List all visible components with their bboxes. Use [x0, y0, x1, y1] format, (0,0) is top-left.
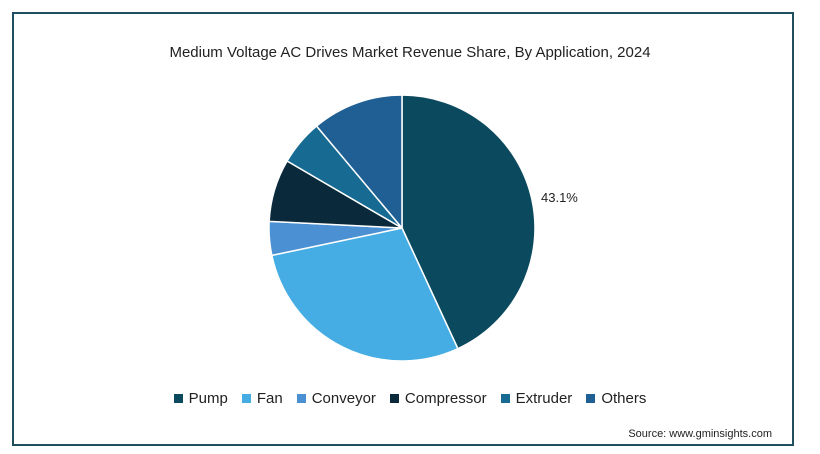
legend: Pump Fan Conveyor Compressor Extruder Ot… — [0, 390, 820, 407]
pie-slice-fan — [270, 227, 459, 362]
pie-slice-pump — [401, 94, 536, 350]
legend-swatch-others — [586, 394, 596, 403]
legend-label-others: Others — [601, 390, 647, 407]
legend-item-others: Others — [586, 390, 646, 407]
pie-slice-others — [315, 94, 403, 231]
legend-label-pump: Pump — [188, 390, 228, 407]
legend-label-extruder: Extruder — [515, 390, 573, 407]
legend-item-extruder: Extruder — [500, 390, 573, 407]
source-note: Source: www.gminsights.com — [628, 428, 772, 440]
legend-swatch-pump — [173, 394, 183, 403]
data-label-pump: 43.1% — [541, 190, 578, 205]
legend-item-conveyor: Conveyor — [296, 390, 376, 407]
pie-slices — [268, 94, 536, 362]
legend-swatch-compressor — [389, 394, 399, 403]
legend-item-pump: Pump — [173, 390, 228, 407]
legend-swatch-fan — [241, 394, 251, 403]
legend-item-fan: Fan — [241, 390, 283, 407]
legend-swatch-conveyor — [296, 394, 306, 403]
legend-item-compressor: Compressor — [389, 390, 487, 407]
chart-title: Medium Voltage AC Drives Market Revenue … — [169, 44, 651, 61]
legend-label-fan: Fan — [256, 390, 283, 407]
legend-swatch-extruder — [500, 394, 510, 403]
legend-label-conveyor: Conveyor — [311, 390, 376, 407]
legend-label-compressor: Compressor — [404, 390, 487, 407]
